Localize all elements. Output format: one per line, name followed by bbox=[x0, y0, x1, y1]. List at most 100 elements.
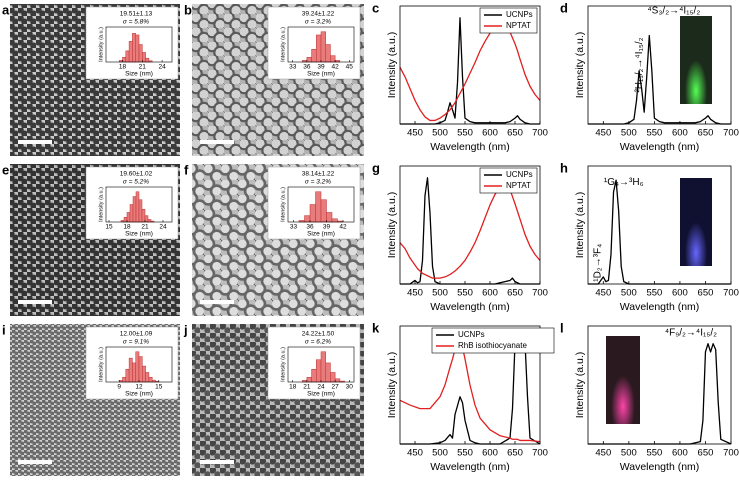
histogram-bar bbox=[145, 57, 150, 63]
y-axis-label: Intensity (a.u.) bbox=[386, 32, 398, 99]
spectrum-line bbox=[400, 177, 540, 285]
plot-frame bbox=[399, 325, 541, 445]
x-tick-label: 700 bbox=[532, 448, 548, 459]
x-tick-label: 33 bbox=[289, 64, 297, 71]
histogram-bar bbox=[147, 219, 152, 223]
x-tick-label: 700 bbox=[723, 448, 739, 459]
panel-label: f bbox=[184, 162, 189, 177]
x-tick-label: 550 bbox=[457, 448, 473, 459]
y-axis-label: Intensity (a.u.) bbox=[98, 187, 104, 222]
x-tick-label: 500 bbox=[432, 448, 448, 459]
x-axis-label: Size (nm) bbox=[125, 391, 153, 398]
x-axis-label: Wavelength (nm) bbox=[430, 461, 510, 473]
x-tick-label: 45 bbox=[346, 64, 354, 71]
x-tick-label: 33 bbox=[290, 224, 298, 231]
annotation: ²H₁₁/₂→⁴I₁₅/₂ bbox=[634, 37, 645, 92]
histogram-bar bbox=[330, 372, 336, 383]
histogram-bar bbox=[311, 369, 317, 383]
histogram-bar bbox=[123, 216, 128, 223]
histogram-bar bbox=[132, 33, 136, 63]
annotation: ¹G₄→³H₆ bbox=[604, 177, 644, 188]
x-tick-label: 700 bbox=[723, 128, 739, 139]
histogram-bar bbox=[331, 218, 338, 223]
x-tick-label: 15 bbox=[105, 224, 113, 231]
scale-bar bbox=[18, 300, 52, 304]
x-tick-label: 21 bbox=[303, 384, 311, 391]
histogram-bar bbox=[144, 215, 149, 223]
x-tick-label: 500 bbox=[432, 128, 448, 139]
x-tick-label: 39 bbox=[323, 224, 331, 231]
histogram-bar bbox=[316, 34, 322, 63]
y-axis-label: Intensity (a.u.) bbox=[386, 192, 398, 259]
x-axis-label: Size (nm) bbox=[307, 71, 335, 78]
x-tick-label: 550 bbox=[457, 288, 473, 299]
inset-subtitle: σ = 6.2% bbox=[305, 339, 331, 346]
plot-frame bbox=[399, 165, 541, 285]
panel-label: j bbox=[183, 322, 188, 337]
histogram-bar bbox=[132, 196, 137, 223]
x-axis-label: Wavelength (nm) bbox=[430, 141, 510, 153]
x-tick-label: 700 bbox=[532, 288, 548, 299]
legend-label: UCNPs bbox=[506, 10, 533, 19]
x-tick-label: 500 bbox=[621, 448, 637, 459]
scale-bar bbox=[18, 460, 52, 464]
x-tick-label: 600 bbox=[482, 288, 498, 299]
x-tick-label: 450 bbox=[407, 288, 423, 299]
histogram-bar bbox=[306, 56, 312, 63]
histogram-bar bbox=[122, 376, 127, 383]
x-tick-label: 21 bbox=[141, 224, 149, 231]
inset-subtitle: σ = 3.2% bbox=[305, 179, 331, 186]
plot-frame bbox=[587, 5, 732, 125]
x-tick-label: 42 bbox=[339, 224, 347, 231]
annotation: ¹D₂→³F₄ bbox=[593, 244, 604, 282]
x-axis-label: Wavelength (nm) bbox=[620, 141, 700, 153]
scale-bar bbox=[200, 300, 234, 304]
x-tick-label: 24 bbox=[158, 64, 166, 71]
inset-title: 19.60±1.02 bbox=[120, 171, 153, 178]
inset-background bbox=[267, 166, 361, 240]
histogram-bar bbox=[138, 356, 143, 383]
histogram-bar bbox=[135, 34, 140, 63]
histogram-bar bbox=[325, 44, 331, 63]
inset-subtitle: σ = 3.2% bbox=[305, 19, 331, 26]
y-axis-label: Intensity (a.u.) bbox=[386, 352, 398, 419]
histogram-bar bbox=[330, 55, 336, 63]
legend-label: NPTAT bbox=[506, 21, 531, 30]
histogram-bar bbox=[145, 372, 150, 383]
x-tick-label: 27 bbox=[332, 384, 340, 391]
histogram-bar bbox=[132, 362, 136, 383]
histogram-bar bbox=[334, 378, 341, 383]
photos bbox=[606, 16, 712, 424]
legend-label: UCNPs bbox=[506, 170, 533, 179]
panel-label: k bbox=[372, 320, 380, 335]
histogram-bar bbox=[315, 191, 322, 223]
histogram-bar bbox=[141, 209, 146, 223]
legend-box bbox=[431, 327, 555, 354]
inset-frame bbox=[287, 186, 355, 223]
inset-title: 38.14±1.22 bbox=[302, 171, 335, 178]
x-tick-label: 500 bbox=[621, 128, 637, 139]
panel-label: h bbox=[560, 160, 568, 175]
inset-subtitle: σ = 5.8% bbox=[123, 19, 149, 26]
y-axis-label: Intensity (a.u.) bbox=[574, 32, 586, 99]
panel-label: l bbox=[560, 320, 564, 335]
x-tick-label: 600 bbox=[672, 128, 688, 139]
panel-label: c bbox=[372, 0, 379, 15]
x-tick-label: 36 bbox=[303, 64, 311, 71]
histogram-bar bbox=[311, 49, 317, 63]
x-tick-label: 36 bbox=[306, 224, 314, 231]
x-tick-label: 450 bbox=[595, 448, 611, 459]
histogram-bar bbox=[326, 212, 333, 223]
plot-frame bbox=[399, 5, 541, 125]
histogram-bar bbox=[325, 362, 331, 383]
y-axis-label: Intensity (a.u.) bbox=[280, 27, 286, 62]
x-tick-label: 600 bbox=[672, 448, 688, 459]
x-tick-label: 650 bbox=[698, 128, 714, 139]
legend-label: NPTAT bbox=[506, 181, 531, 190]
histogram-bar bbox=[306, 376, 312, 383]
x-tick-label: 550 bbox=[646, 448, 662, 459]
histogram-bar bbox=[320, 31, 326, 63]
x-tick-label: 550 bbox=[646, 128, 662, 139]
y-axis-label: Intensity (a.u.) bbox=[574, 192, 586, 259]
